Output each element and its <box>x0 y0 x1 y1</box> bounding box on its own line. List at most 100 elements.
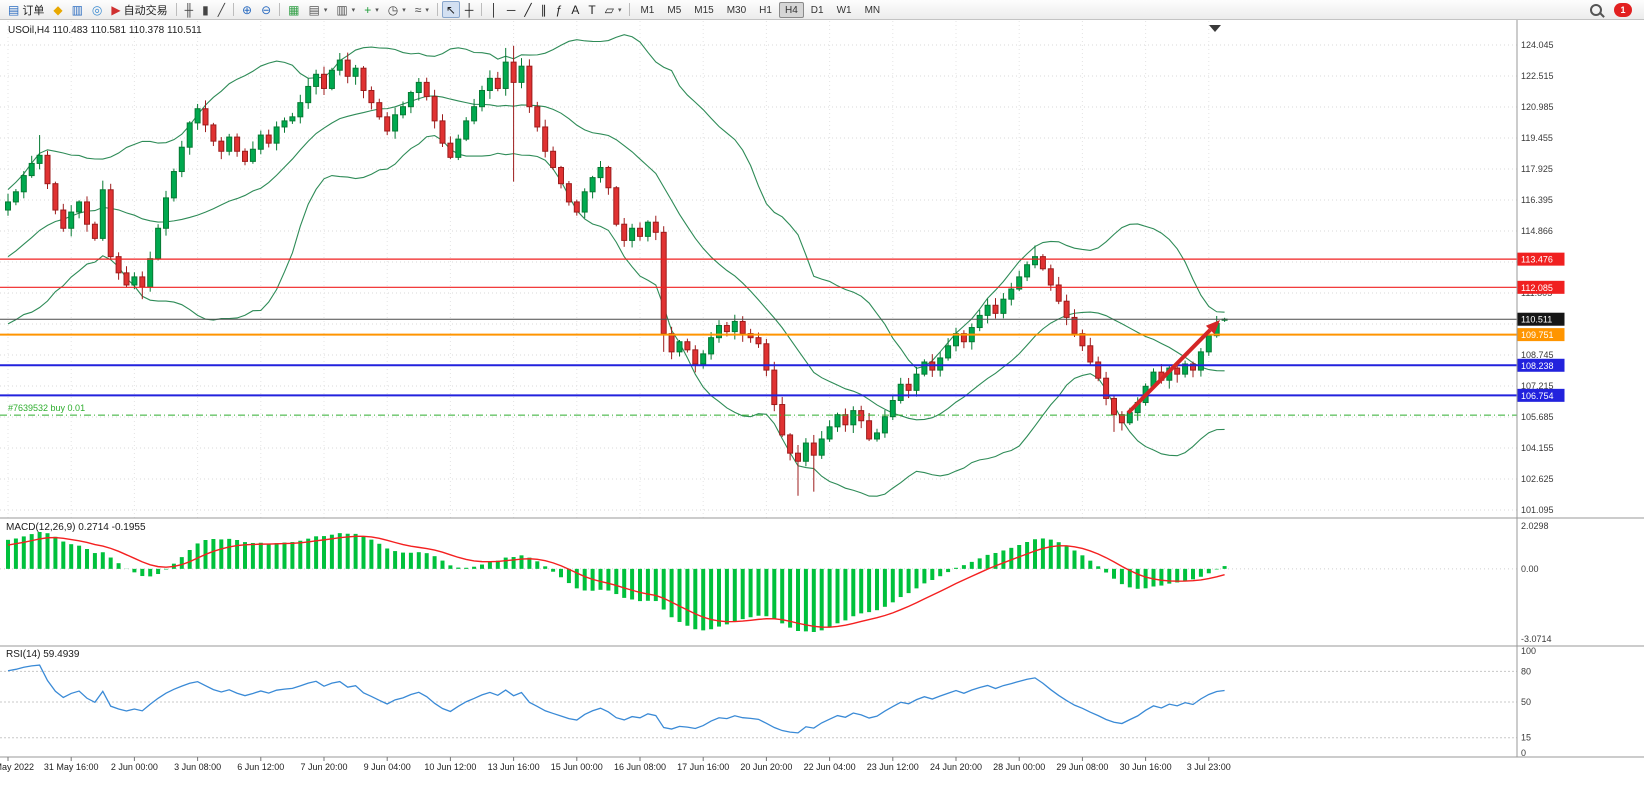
svg-text:109.751: 109.751 <box>1521 330 1554 340</box>
candle <box>842 414 849 426</box>
market-watch-button[interactable]: ◆ <box>49 1 66 18</box>
indicators-button[interactable]: ≈ ▾ <box>411 1 433 18</box>
indicators-window-button[interactable]: ▤ ▾ <box>304 1 331 18</box>
candle <box>1016 276 1023 290</box>
orders-button[interactable]: ▤ 订单 <box>4 1 48 18</box>
candle <box>84 201 90 225</box>
candle <box>139 276 146 288</box>
candle <box>1126 412 1133 424</box>
tile-windows-button[interactable]: ▦ <box>284 1 303 18</box>
candlestick-chart-icon: ▮ <box>202 2 209 17</box>
open-position-line[interactable]: #7639532 buy 0.01 <box>0 403 1517 416</box>
timeframe-button-m30[interactable]: M30 <box>721 2 752 18</box>
period-button[interactable]: ◷ ▾ <box>384 1 410 18</box>
candlestick-chart-button[interactable]: ▮ <box>198 1 213 18</box>
new-chart-button[interactable]: + ▾ <box>360 1 383 18</box>
candle <box>739 320 746 335</box>
candle <box>186 122 193 148</box>
caret-down-icon: ▾ <box>323 6 328 14</box>
candle <box>115 256 122 274</box>
candle <box>99 189 106 239</box>
candle <box>542 126 549 152</box>
candle <box>471 106 478 122</box>
candle <box>589 177 596 193</box>
candle <box>178 146 185 173</box>
candle <box>384 116 391 132</box>
candle <box>415 81 422 94</box>
candle <box>1111 397 1117 416</box>
text-button[interactable]: T <box>584 1 599 18</box>
candle <box>28 162 35 177</box>
community-button[interactable]: ◎ <box>88 1 106 18</box>
candles <box>5 45 1228 496</box>
candle <box>558 166 564 185</box>
svg-text:108.238: 108.238 <box>1521 361 1554 371</box>
svg-text:2.0298: 2.0298 <box>1521 521 1549 531</box>
trend-arrow[interactable] <box>1126 320 1220 415</box>
caret-down-icon: ▾ <box>617 6 622 14</box>
candle <box>637 227 643 237</box>
timeframe-button-h4[interactable]: H4 <box>778 1 804 18</box>
svg-text:116.395: 116.395 <box>1521 195 1553 205</box>
market-watch-icon: ◆ <box>53 2 63 17</box>
candle <box>652 221 659 233</box>
chart-shift-marker <box>1209 25 1221 32</box>
timeframe-button-w1[interactable]: W1 <box>831 2 858 18</box>
search-button[interactable] <box>1586 1 1606 18</box>
panel-separators[interactable] <box>0 517 1644 758</box>
time-axis[interactable]: 30 May 2022 31 May 16:00 2 Jun 00:00 3 Jun … <box>0 757 1231 772</box>
candle <box>439 120 446 144</box>
price-axis[interactable]: 124.045 122.515 120.985 119.455 117.925 116.3… <box>1516 20 1565 757</box>
bar-chart-icon: ╫ <box>184 2 194 17</box>
timeframe-button-mn[interactable]: MN <box>859 2 887 18</box>
arrows-button[interactable]: A <box>567 1 583 18</box>
candle <box>360 67 367 91</box>
toolbar-separator <box>629 3 631 16</box>
horizontal-line-button[interactable]: ─ <box>503 1 520 18</box>
candle <box>407 92 414 108</box>
candle <box>700 353 707 365</box>
rsi-panel <box>0 664 1517 739</box>
candle <box>621 223 628 241</box>
toolbar-separator <box>175 3 177 16</box>
trendline-button[interactable]: ╱ <box>520 1 535 18</box>
svg-text:2 Jun 00:00: 2 Jun 00:00 <box>111 762 158 772</box>
candle <box>945 345 952 359</box>
data-window-button[interactable]: ▥ <box>68 1 87 18</box>
crosshair-button[interactable]: ┼ <box>461 1 478 18</box>
fibonacci-button[interactable]: ƒ <box>552 1 567 18</box>
svg-text:3 Jun 08:00: 3 Jun 08:00 <box>174 762 221 772</box>
channel-button[interactable]: ∥ <box>537 1 551 18</box>
algo-trading-button[interactable]: ▶ 自动交易 <box>107 1 171 18</box>
cursor-button[interactable]: ↖ <box>441 1 460 18</box>
svg-text:10 Jun 12:00: 10 Jun 12:00 <box>424 762 476 772</box>
objects-window-icon: ▥ <box>336 2 348 17</box>
svg-text:20 Jun 20:00: 20 Jun 20:00 <box>740 762 792 772</box>
svg-text:122.515: 122.515 <box>1521 71 1554 81</box>
objects-window-button[interactable]: ▥ ▾ <box>332 1 359 18</box>
notification-badge[interactable]: 1 <box>1614 2 1632 17</box>
candle <box>1118 414 1125 424</box>
horizontal-lines[interactable] <box>0 258 1517 397</box>
cursor-icon: ↖ <box>445 2 456 17</box>
timeframe-button-d1[interactable]: D1 <box>805 2 830 18</box>
vertical-line-button[interactable]: │ <box>486 1 502 18</box>
timeframe-button-m1[interactable]: M1 <box>634 2 660 18</box>
candle <box>479 89 485 108</box>
crosshair-icon: ┼ <box>464 2 474 17</box>
candle <box>12 191 19 203</box>
timeframe-button-m5[interactable]: M5 <box>661 2 687 18</box>
candle <box>1190 363 1196 371</box>
bar-chart-button[interactable]: ╫ <box>181 1 198 18</box>
zoom-in-button[interactable]: ⊕ <box>238 1 256 18</box>
timeframe-button-h1[interactable]: H1 <box>753 2 778 18</box>
svg-text:29 Jun 08:00: 29 Jun 08:00 <box>1056 762 1108 772</box>
candle <box>1000 298 1007 314</box>
timeframe-button-m15[interactable]: M15 <box>688 2 719 18</box>
shapes-button[interactable]: ▱ ▾ <box>601 1 626 18</box>
candle <box>771 369 778 406</box>
zoom-out-button[interactable]: ⊖ <box>257 1 275 18</box>
line-chart-button[interactable]: ╱ <box>214 1 229 18</box>
candle <box>368 89 375 104</box>
